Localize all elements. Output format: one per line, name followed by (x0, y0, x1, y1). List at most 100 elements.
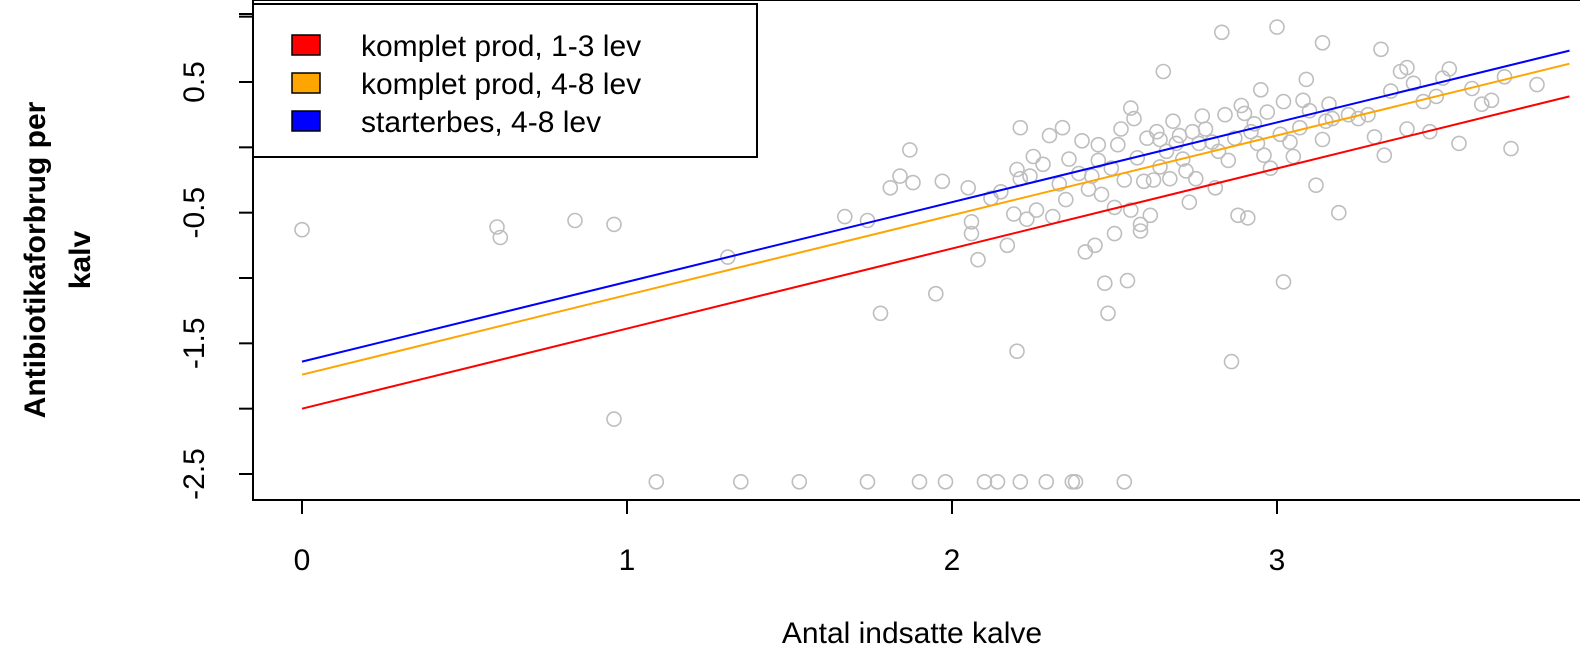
data-point (1038, 473, 1055, 490)
data-point (1275, 274, 1292, 290)
data-point (1441, 61, 1458, 77)
data-point (732, 473, 749, 490)
data-point (1194, 108, 1211, 124)
data-point (1350, 110, 1367, 127)
data-point (1529, 76, 1545, 93)
legend-swatch (291, 110, 321, 132)
data-point (1009, 161, 1025, 178)
y-axis-title: Antibiotikaforbrug per kalv (19, 101, 97, 418)
data-point (1298, 71, 1315, 88)
data-point (1132, 223, 1149, 239)
data-point (1009, 343, 1025, 360)
data-point (1253, 82, 1269, 98)
data-point (1275, 93, 1292, 110)
data-point (882, 180, 899, 196)
data-point (905, 174, 921, 191)
data-point (1061, 151, 1077, 167)
data-point (1087, 237, 1103, 254)
data-point (1152, 131, 1168, 148)
data-point (1249, 135, 1266, 152)
legend: komplet prod, 1-3 lev komplet prod, 4-8 l… (252, 3, 758, 158)
data-point (963, 214, 980, 230)
data-point (1019, 211, 1035, 227)
series-line-1 (301, 95, 1570, 410)
data-point (1246, 116, 1263, 132)
data-point (1100, 305, 1116, 322)
data-point (1236, 105, 1253, 122)
y-tick-label: -0.5 (178, 187, 211, 239)
data-point (836, 208, 853, 225)
data-point (901, 142, 918, 158)
data-point (1145, 172, 1162, 188)
data-point (1376, 147, 1393, 163)
y-axis: -2.5 -1.5 -0.5 0.5 (178, 13, 253, 500)
x-axis-title: Antal indsatte kalve (782, 617, 1042, 650)
x-tick-label: 1 (619, 544, 636, 577)
data-point (1077, 244, 1094, 260)
data-point (648, 473, 665, 490)
data-point (859, 212, 876, 229)
data-point (719, 249, 736, 265)
data-point (1058, 191, 1074, 208)
data-point (1214, 24, 1230, 41)
data-point (1331, 204, 1347, 221)
data-point (1119, 272, 1136, 289)
data-point (1405, 75, 1422, 92)
data-point (1126, 110, 1142, 127)
data-point (1399, 59, 1415, 76)
regression-lines (301, 49, 1570, 410)
data-point (1451, 135, 1467, 152)
legend-swatch (291, 34, 321, 56)
data-point (1188, 170, 1204, 187)
data-point (1106, 225, 1123, 242)
data-point (892, 168, 908, 184)
legend-label: komplet prod, 1-3 lev (361, 30, 641, 63)
data-point (1093, 186, 1110, 203)
data-point (1175, 151, 1191, 167)
data-point (1285, 148, 1302, 165)
data-point (1097, 275, 1113, 292)
legend-swatch (291, 72, 321, 94)
data-point (1168, 135, 1185, 152)
data-point (1295, 92, 1311, 109)
data-point (1025, 148, 1042, 165)
data-point (1113, 121, 1129, 137)
data-point (1340, 106, 1357, 123)
data-point (1090, 136, 1107, 153)
data-point (1240, 210, 1256, 226)
data-point (1496, 69, 1513, 85)
data-point (1132, 216, 1149, 233)
data-point (999, 237, 1016, 254)
data-point (1110, 136, 1126, 153)
data-point (1383, 83, 1399, 99)
data-point (1269, 19, 1285, 35)
data-point (1217, 106, 1233, 123)
data-point (1041, 127, 1058, 144)
data-point (1012, 473, 1029, 490)
data-point (791, 473, 808, 490)
data-point (294, 221, 310, 238)
data-point (960, 180, 977, 196)
data-point (1230, 207, 1246, 224)
data-point (1064, 473, 1081, 490)
data-point (911, 473, 928, 490)
data-point (1483, 92, 1500, 109)
data-point (1149, 123, 1165, 140)
x-axis: 0 1 2 3 (294, 499, 1285, 577)
data-point (1223, 353, 1240, 370)
data-point (1321, 96, 1337, 112)
data-point (1314, 34, 1331, 51)
data-point (1071, 165, 1087, 182)
data-point (1301, 102, 1318, 119)
data-point (606, 411, 622, 427)
plot-area (294, 19, 1570, 490)
data-point (859, 473, 876, 490)
y-axis-title-line-1: Antibiotikaforbrug per (19, 101, 52, 418)
data-point (1136, 173, 1152, 190)
data-point (1155, 63, 1172, 80)
data-point (492, 229, 509, 246)
data-point (1074, 133, 1090, 149)
data-point (1474, 96, 1490, 112)
data-point (1084, 168, 1100, 184)
data-point (1165, 113, 1181, 129)
